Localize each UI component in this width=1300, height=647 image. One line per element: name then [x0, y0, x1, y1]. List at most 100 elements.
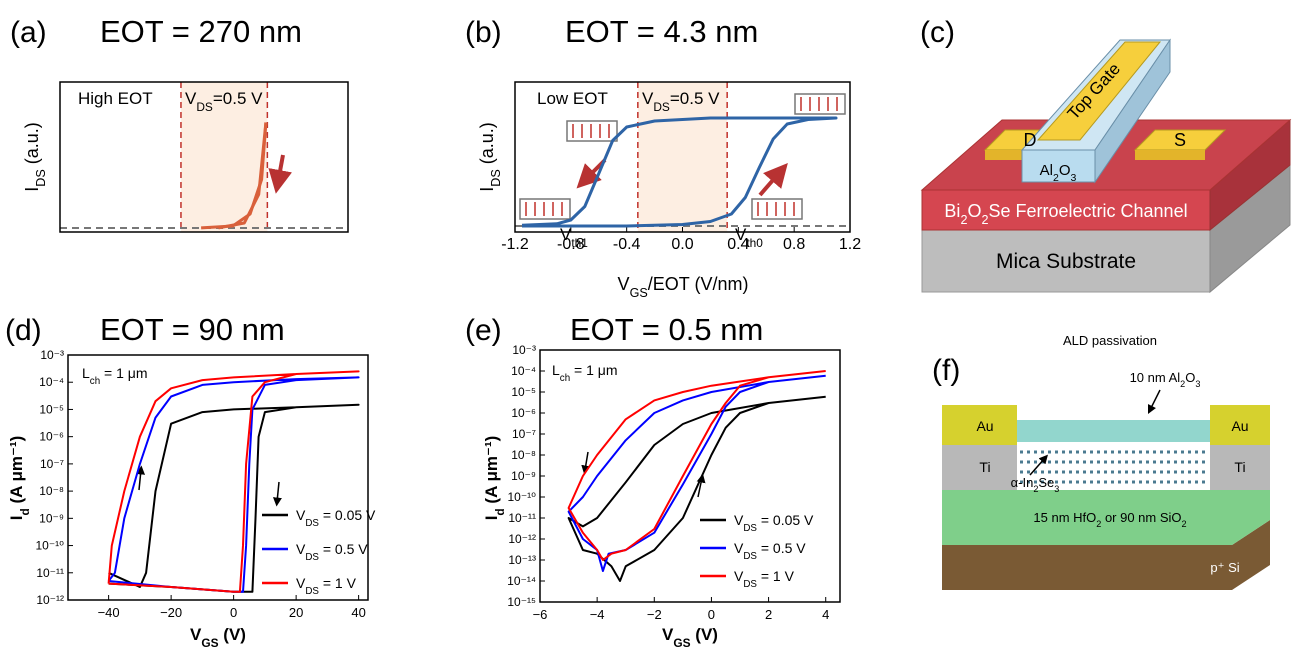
oxide-side [1094, 38, 1171, 184]
y-tick-label: 10⁻⁶ [511, 406, 536, 420]
y-tick-label: 10⁻¹⁴ [507, 574, 536, 588]
panel-label: (c) [920, 16, 955, 49]
text-part: /EOT (V/nm) [648, 274, 749, 294]
y-axis-label: IDS (a.u.) [22, 122, 48, 192]
annotation: Lch = 1 μm [82, 365, 148, 387]
annotation: VDS=0.5 V [642, 89, 720, 114]
arrow [1147, 389, 1161, 415]
text-part: 2 [1053, 172, 1059, 184]
text-part: DS [305, 518, 319, 529]
y-tick-label: 10⁻⁹ [511, 469, 536, 483]
x-tick-label: 0.8 [783, 236, 805, 253]
source-label: S [1174, 130, 1186, 150]
domain-icons [519, 93, 846, 220]
plot-frame [67, 354, 369, 601]
legend-label: VDS = 1 V [296, 575, 357, 597]
text-part: (V) [691, 625, 718, 644]
annotation: High EOT [78, 89, 153, 108]
text-part: 2 [1182, 519, 1187, 529]
legend-label: VDS = 0.5 V [734, 540, 806, 562]
y-tick-label: 10⁻⁴ [511, 364, 536, 378]
au-left [942, 405, 1017, 445]
arrow [136, 465, 146, 491]
x-tick-label: −40 [98, 605, 120, 620]
text-part: DS [653, 100, 670, 114]
text-part: ch [560, 373, 570, 384]
arrow [758, 162, 788, 197]
text-part: 3 [1195, 379, 1200, 389]
x-tick-label: -1.2 [501, 236, 529, 253]
domain-icon [751, 198, 803, 220]
x-tick-label: −2 [647, 607, 662, 622]
text-part: I [477, 187, 497, 192]
x-tick-label: 0.0 [671, 236, 693, 253]
text-part: GS [673, 636, 690, 647]
text-part: (a.u.) [22, 122, 42, 169]
text-part: ch [90, 376, 100, 387]
x-tick-label: −20 [160, 605, 182, 620]
annotation: Vth0 [735, 225, 763, 250]
text-part: V [734, 512, 744, 528]
annotation: Vth1 [560, 225, 588, 250]
series-line [567, 370, 826, 561]
y-tick-label: 10⁻⁹ [39, 511, 64, 525]
text-part: DS [196, 100, 213, 114]
text-part: α-In [1011, 475, 1034, 490]
window-shade [637, 82, 728, 232]
text-part: DS [743, 551, 757, 562]
legend-label: VDS = 0.05 V [734, 512, 814, 534]
series-line [108, 403, 360, 593]
text-part: Se Ferroelectric Channel [988, 201, 1187, 221]
y-axis-label: Id (A μm⁻¹) [482, 436, 507, 521]
source-front [1135, 150, 1205, 160]
y-tick-label: 10⁻¹⁰ [508, 490, 537, 504]
x-tick-label: -0.4 [613, 236, 641, 253]
text-part: = 0.5 V [319, 541, 368, 557]
text-part: DS [743, 579, 757, 590]
text-part: Se [1038, 475, 1054, 490]
text-part: V [560, 225, 572, 244]
text-part: 15 nm HfO [1033, 510, 1096, 525]
arrow [272, 481, 282, 507]
oxide-label: 10 nm Al2O3 [1130, 370, 1201, 389]
y-tick-label: 10⁻³ [512, 343, 536, 357]
x-axis-label: VGS/EOT (V/nm) [618, 274, 749, 300]
text-part: 3 [1071, 172, 1077, 184]
si-label: p⁺ Si [1210, 560, 1239, 575]
series-line [107, 370, 360, 593]
ti-right [1210, 445, 1270, 490]
text-part: = 1 V [319, 575, 357, 591]
text-part: V [185, 89, 197, 108]
text-part: V [735, 225, 747, 244]
y-tick-label: 10⁻⁴ [39, 375, 64, 389]
chart-title: EOT = 0.5 nm [570, 312, 763, 347]
au-label: Au [976, 418, 993, 434]
text-part: V [190, 625, 202, 644]
text-part: 2 [1096, 519, 1101, 529]
text-part: th1 [571, 236, 588, 250]
oxide-label: Al2O3 [1040, 162, 1077, 184]
y-tick-label: 10⁻³ [40, 348, 64, 362]
dielectric-label: 15 nm HfO2 or 90 nm SiO2 [1033, 510, 1186, 529]
ti-label: Ti [1234, 459, 1245, 475]
text-part: V [662, 625, 674, 644]
y-tick-label: 10⁻¹² [36, 593, 64, 607]
text-part: d [493, 508, 507, 515]
text-part: GS [201, 636, 218, 647]
x-tick-label: 4 [822, 607, 829, 622]
ti-label: Ti [979, 459, 990, 475]
text-part: V [296, 575, 306, 591]
text-part: GS [630, 286, 648, 300]
y-tick-label: 10⁻¹¹ [508, 511, 536, 525]
au-right [1210, 405, 1270, 445]
text-part: I [22, 187, 42, 192]
arrow [268, 154, 292, 194]
chart-title: EOT = 270 nm [100, 14, 302, 49]
plot-frame [59, 81, 349, 233]
y-tick-label: 10⁻¹¹ [36, 566, 64, 580]
text-part: = 0.05 V [757, 512, 814, 528]
y-tick-label: 10⁻¹² [508, 532, 536, 546]
text-part: O [1185, 370, 1195, 385]
text-part: 2 [981, 213, 988, 227]
